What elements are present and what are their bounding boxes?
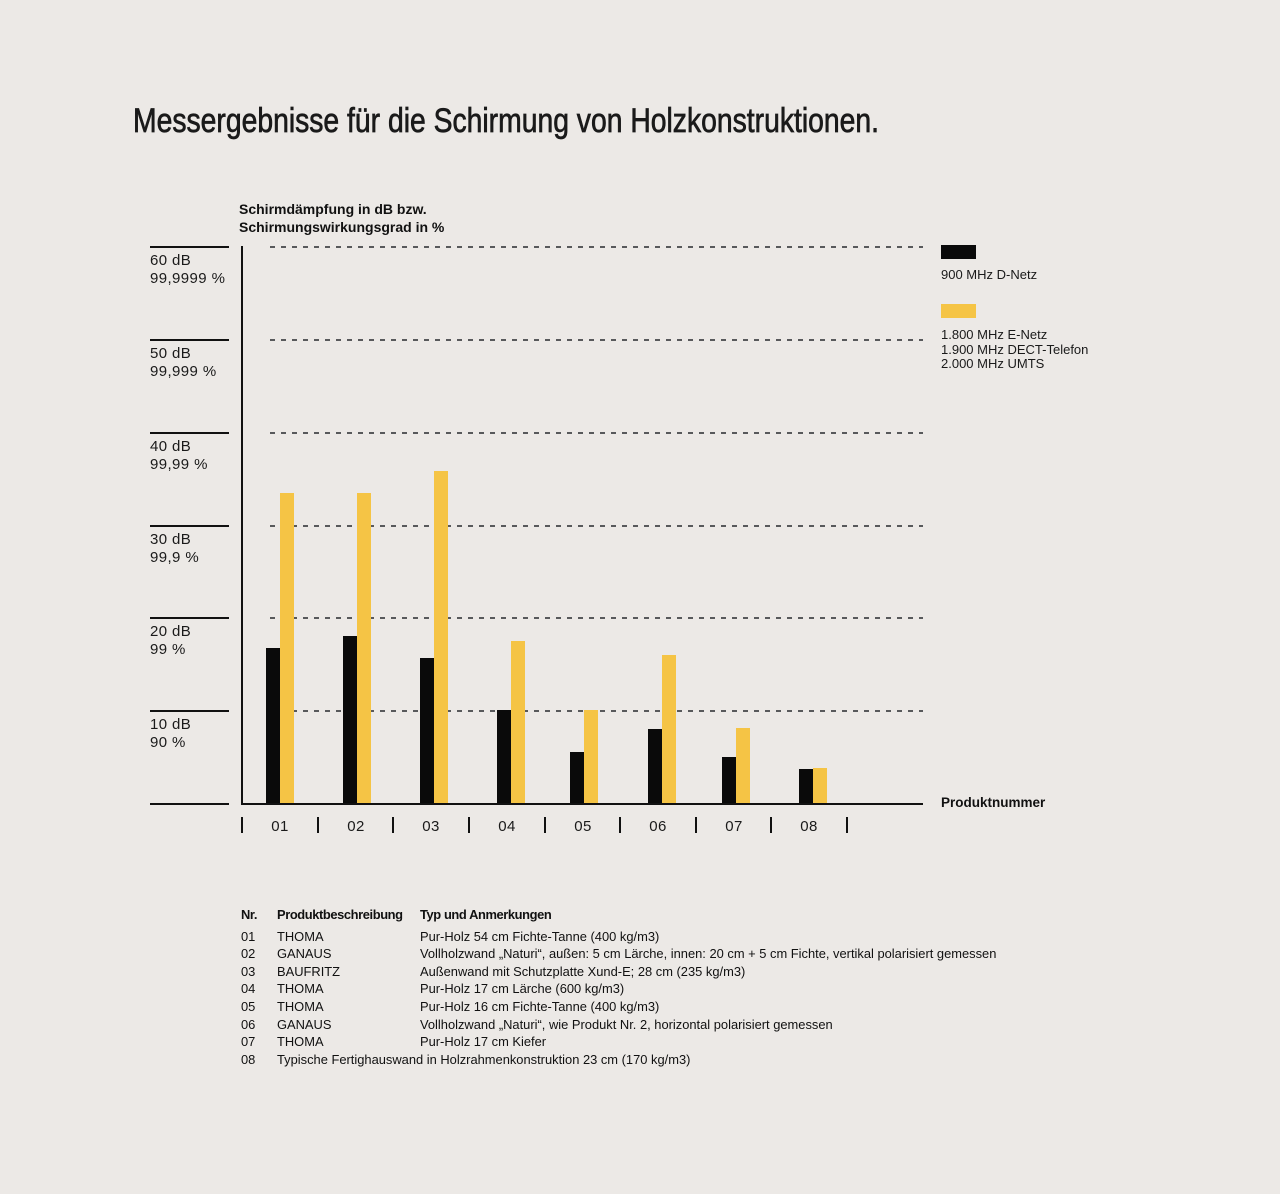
svg-text:Messergebnisse für die Schirmu: Messergebnisse für die Schirmung von Hol… <box>133 102 879 140</box>
